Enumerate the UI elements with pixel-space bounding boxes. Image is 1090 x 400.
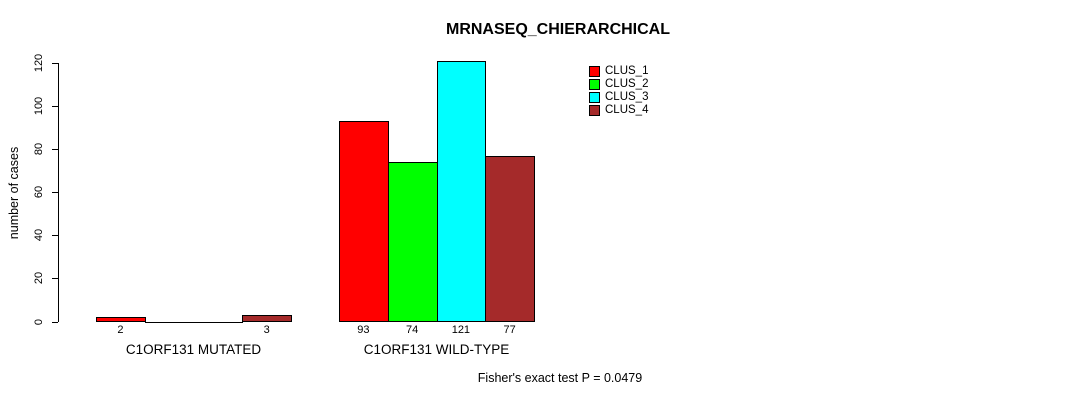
legend-label: CLUS_2 bbox=[605, 77, 649, 90]
legend-item: CLUS_4 bbox=[589, 104, 649, 117]
bar-CLUS_1 bbox=[339, 121, 389, 323]
y-tick-mark bbox=[52, 63, 58, 65]
legend-swatch-CLUS_3 bbox=[589, 92, 600, 104]
y-tick-mark bbox=[52, 192, 58, 194]
bar-value-label: 121 bbox=[451, 324, 471, 336]
bar-CLUS_3 bbox=[436, 61, 487, 323]
legend-item: CLUS_3 bbox=[589, 91, 649, 104]
y-tick-label: 100 bbox=[33, 97, 45, 116]
bar-zero-CLUS_3 bbox=[193, 321, 244, 323]
legend-item: CLUS_1 bbox=[589, 64, 649, 77]
legend-swatch-CLUS_1 bbox=[589, 65, 600, 77]
chart-title: MRNASEQ_CHIERARCHICAL bbox=[445, 21, 671, 38]
y-tick-mark bbox=[52, 235, 58, 237]
y-axis-line bbox=[58, 63, 59, 323]
category-label: C1ORF131 MUTATED bbox=[125, 342, 262, 357]
bar-zero-CLUS_2 bbox=[144, 321, 195, 323]
legend-label: CLUS_1 bbox=[605, 64, 649, 77]
legend-swatch-CLUS_2 bbox=[589, 78, 600, 90]
y-tick-mark bbox=[52, 278, 58, 280]
y-tick-mark bbox=[52, 106, 58, 108]
bar-CLUS_1 bbox=[96, 317, 146, 323]
annotation-text: Fisher's exact test P = 0.0479 bbox=[477, 371, 643, 385]
y-tick-label: 0 bbox=[33, 318, 45, 325]
y-tick-label: 20 bbox=[33, 272, 45, 285]
bar-CLUS_2 bbox=[387, 162, 438, 323]
legend-label: CLUS_4 bbox=[605, 104, 649, 117]
bar-CLUS_4 bbox=[485, 155, 535, 323]
bar-CLUS_4 bbox=[242, 315, 292, 323]
bar-value-label: 93 bbox=[357, 324, 370, 336]
y-tick-label: 80 bbox=[33, 143, 45, 156]
legend-item: CLUS_2 bbox=[589, 77, 649, 90]
bar-value-label: 74 bbox=[406, 324, 419, 336]
y-tick-mark bbox=[52, 149, 58, 151]
bar-value-label: 2 bbox=[117, 324, 124, 336]
y-tick-label: 40 bbox=[33, 229, 45, 242]
bar-value-label: 77 bbox=[503, 324, 516, 336]
legend-swatch-CLUS_4 bbox=[589, 105, 600, 117]
bar-value-label: 3 bbox=[263, 324, 270, 336]
legend-label: CLUS_3 bbox=[605, 91, 649, 104]
y-tick-label: 120 bbox=[33, 54, 45, 73]
y-tick-label: 60 bbox=[33, 186, 45, 199]
category-label: C1ORF131 WILD-TYPE bbox=[363, 342, 510, 357]
y-tick-mark bbox=[52, 321, 58, 323]
y-axis-title: number of cases bbox=[7, 146, 21, 240]
